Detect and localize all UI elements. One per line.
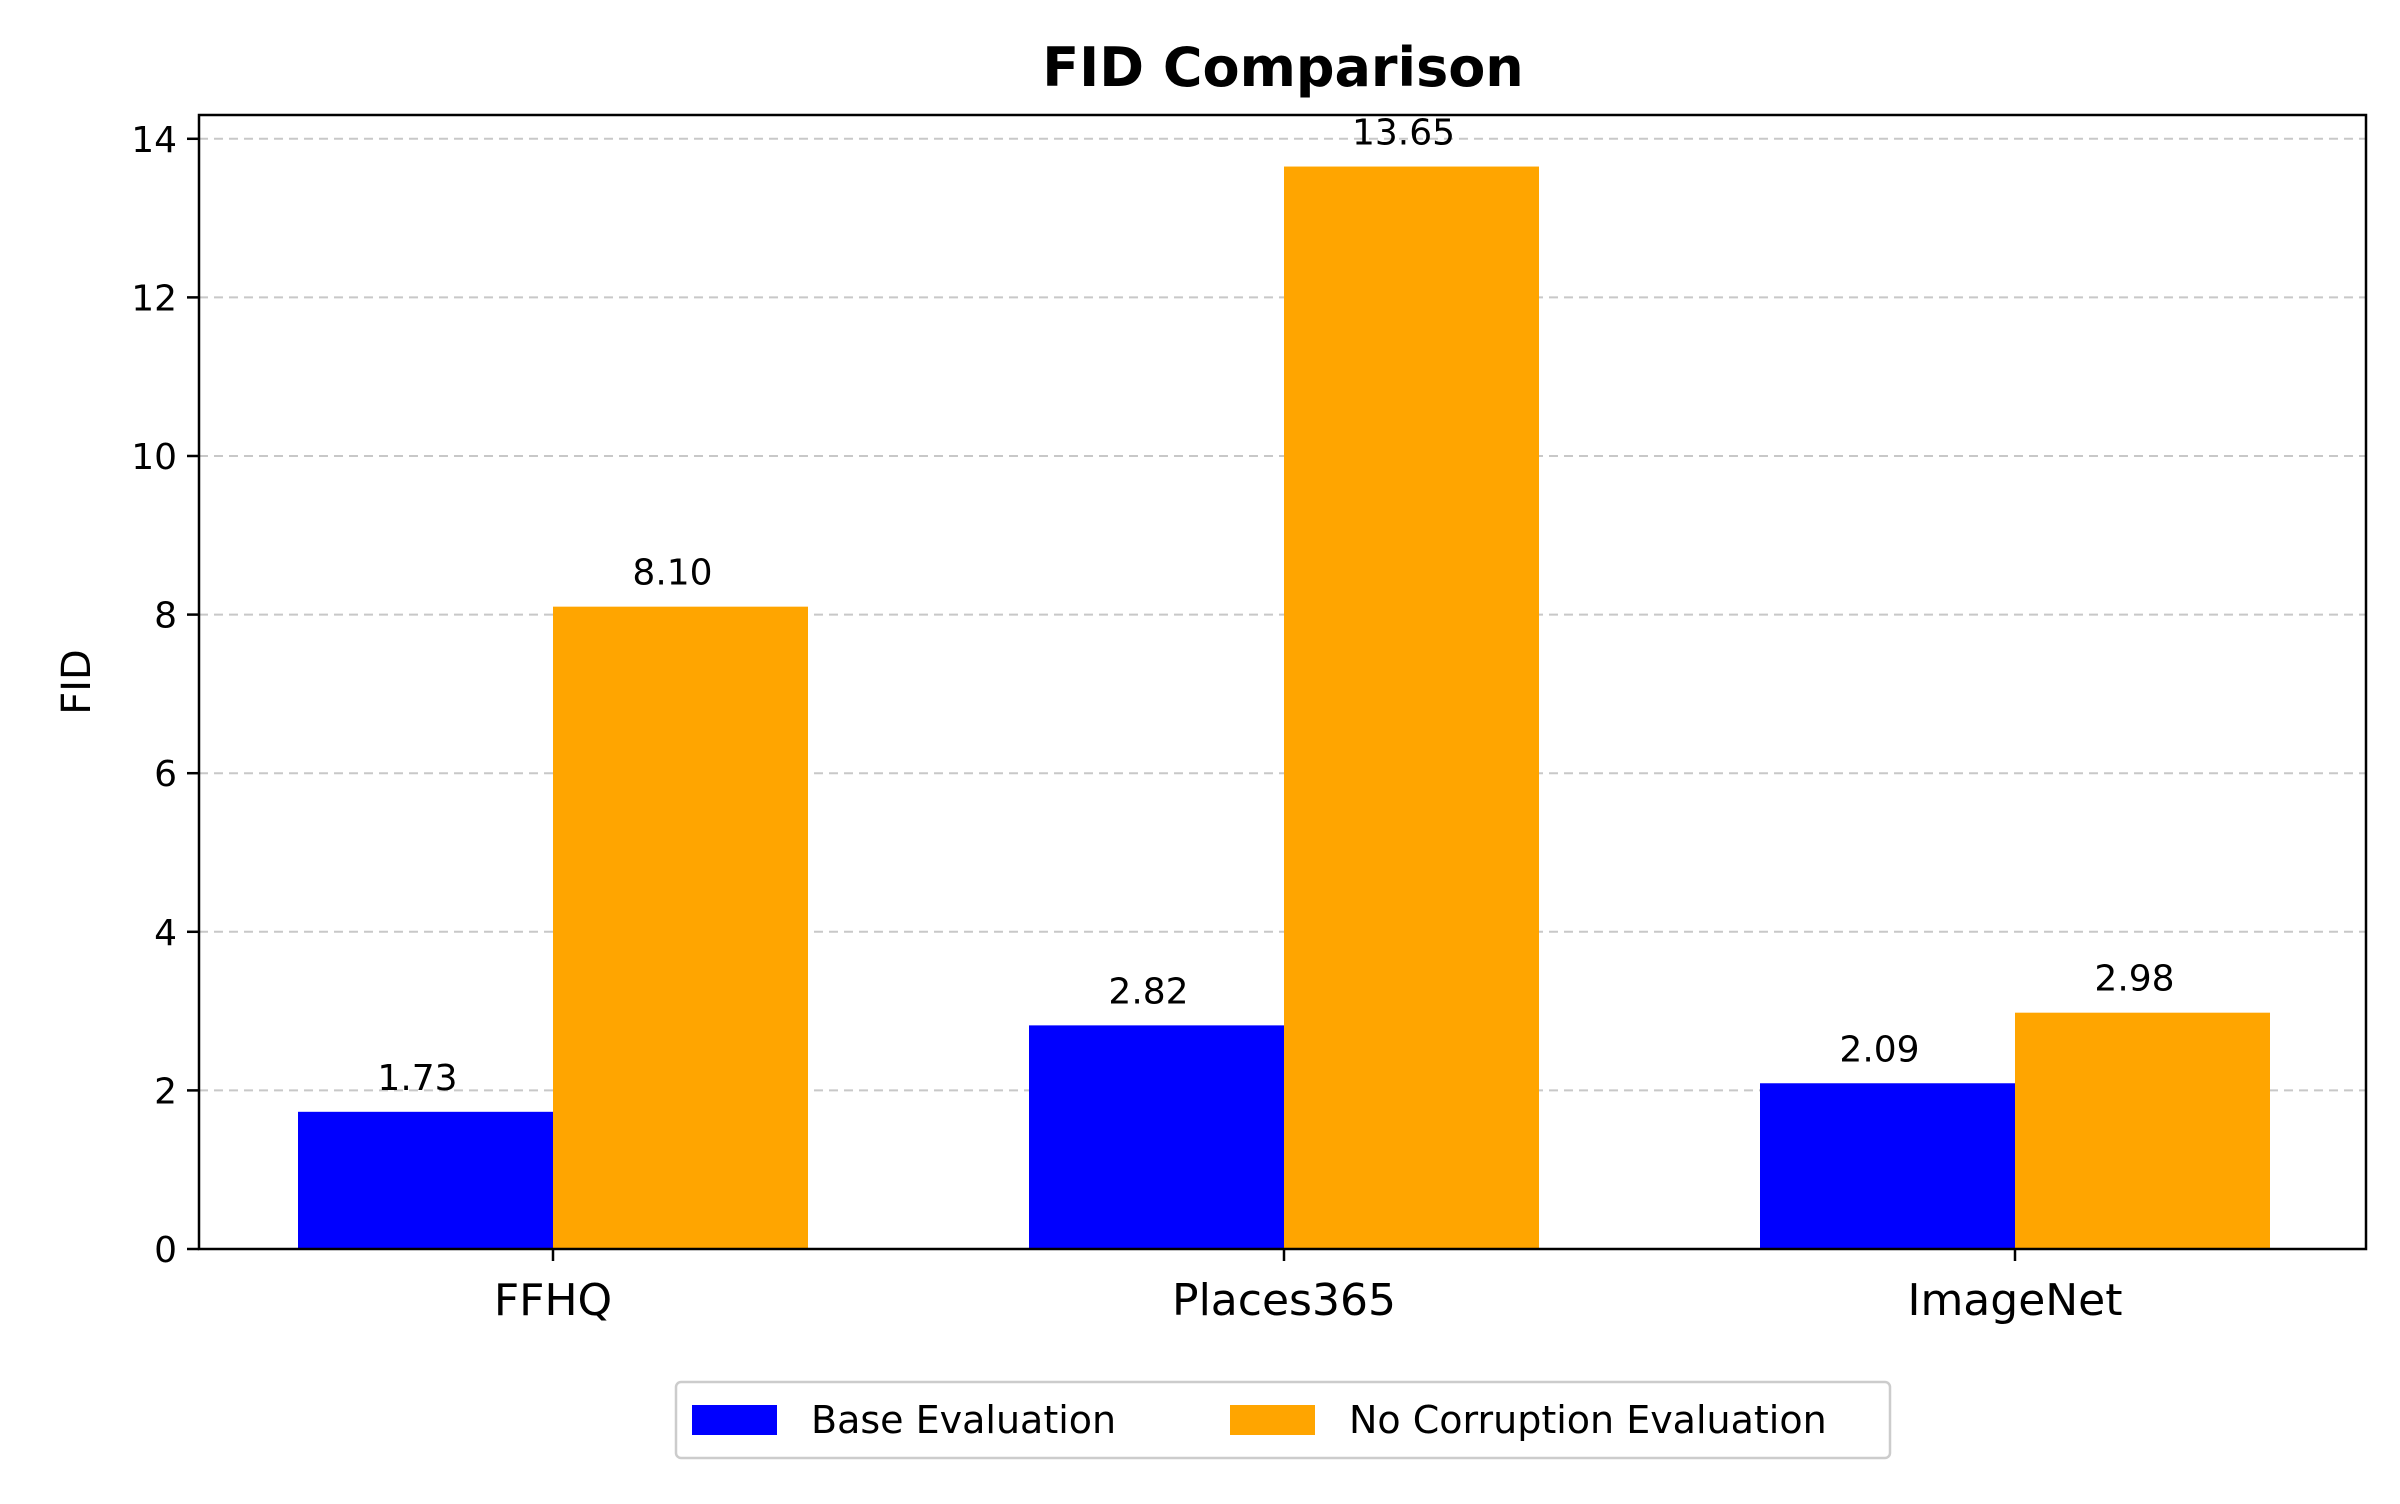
bar-no-corruption-evaluation-ffhq	[553, 606, 808, 1249]
bar-no-corruption-evaluation-imagenet	[2015, 1012, 2270, 1249]
x-tick-label-imagenet: ImageNet	[1907, 1275, 2122, 1326]
y-tick-label-0: 0	[154, 1230, 177, 1271]
y-tick-label-2: 2	[154, 1071, 177, 1112]
y-tick-label-6: 6	[154, 754, 177, 795]
y-axis-label: FID	[54, 649, 100, 715]
chart-title: FID Comparison	[1042, 36, 1524, 99]
y-axis: 0 2 4 6 8 10 12 14	[131, 120, 199, 1271]
bar-base-evaluation-ffhq	[298, 1111, 553, 1249]
y-tick-label-8: 8	[154, 596, 177, 637]
legend-label-base-evaluation: Base Evaluation	[811, 1398, 1116, 1442]
value-label-no-corruption-evaluation-ffhq: 8.10	[632, 553, 712, 594]
legend-swatch-no-corruption-evaluation	[1230, 1405, 1315, 1435]
legend-label-no-corruption-evaluation: No Corruption Evaluation	[1349, 1398, 1827, 1442]
legend: Base Evaluation No Corruption Evaluation	[674, 1380, 1892, 1460]
value-label-base-evaluation-imagenet: 2.09	[1839, 1029, 1919, 1070]
plot-frame	[197, 113, 2368, 1251]
value-labels: 1.73 2.82 2.09 8.10 13.65 2.98	[377, 113, 2174, 1099]
legend-swatch-base-evaluation	[692, 1405, 777, 1435]
y-tick-label-12: 12	[131, 278, 177, 319]
x-tick-label-ffhq: FFHQ	[494, 1275, 612, 1326]
bar-base-evaluation-places365	[1029, 1025, 1284, 1249]
value-label-no-corruption-evaluation-imagenet: 2.98	[2094, 959, 2174, 1000]
value-label-base-evaluation-places365: 2.82	[1108, 971, 1188, 1012]
value-label-base-evaluation-ffhq: 1.73	[377, 1058, 457, 1099]
bar-base-evaluation-imagenet	[1760, 1083, 2015, 1249]
y-tick-label-14: 14	[131, 120, 177, 161]
y-tick-label-10: 10	[131, 437, 177, 478]
bars	[298, 166, 2270, 1250]
x-axis: FFHQ Places365 ImageNet	[494, 1249, 2123, 1326]
y-tick-label-4: 4	[154, 913, 177, 954]
value-label-no-corruption-evaluation-places365: 13.65	[1352, 113, 1455, 154]
bar-no-corruption-evaluation-places365	[1284, 166, 1539, 1250]
x-tick-label-places365: Places365	[1172, 1275, 1396, 1326]
